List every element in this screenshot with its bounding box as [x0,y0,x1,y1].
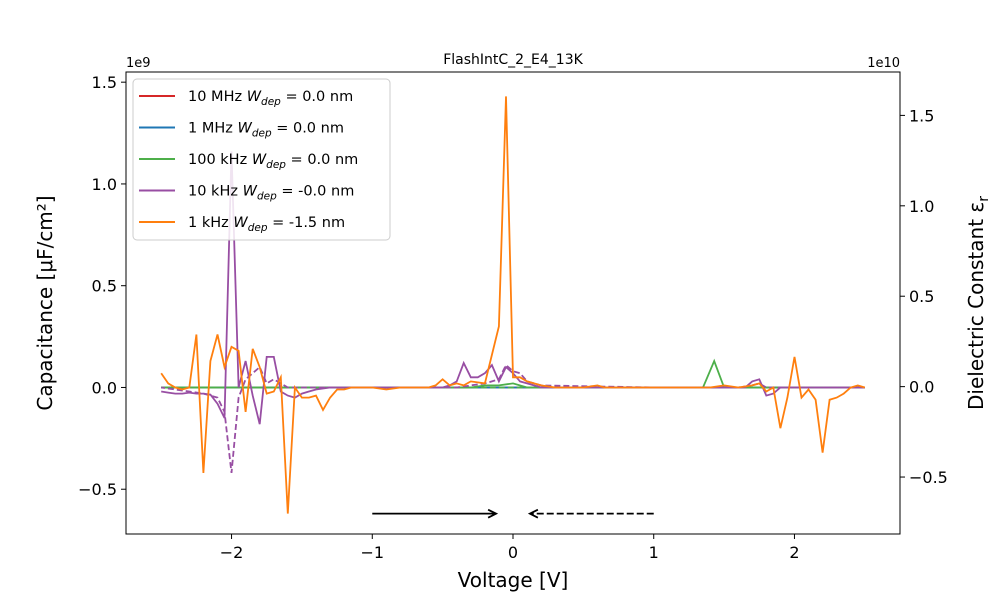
legend-prefix: 10 MHz [188,89,247,105]
left-y-tick-label: 0.0 [92,378,117,397]
left-y-tick-label: 0.5 [92,277,117,296]
left-y-axis-label: Capacitance [μF/cm²] [33,195,57,410]
right-y-tick-label: 0.0 [909,378,934,397]
legend-suffix: = 0.0 nm [272,121,344,137]
series-line-4 [160,96,866,514]
legend-wdep-sub: dep [261,96,281,108]
x-tick-label: −2 [220,543,244,562]
left-y-tick-label: 1.5 [92,73,117,92]
legend-suffix: = 0.0 nm [286,152,358,168]
legend-wdep-sub: dep [252,128,272,140]
x-tick-label: 2 [789,543,799,562]
left-y-tick-label: 1.0 [92,175,117,194]
sweep-arrow-head-solid [487,508,499,519]
right-y-tick-label: 0.5 [909,287,934,306]
legend-entry-label: 100 kHz Wdep = 0.0 nm [188,152,358,171]
chart-title: FlashIntC_2_E4_13K [443,52,583,68]
x-tick-label: −1 [360,543,384,562]
legend-wdep-sub: dep [266,159,286,171]
legend-box [132,78,391,241]
legend-entry-label: 10 MHz Wdep = 0.0 nm [188,89,353,108]
x-axis-label: Voltage [V] [458,568,569,592]
legend-entry-label: 10 kHz Wdep = -0.0 nm [188,184,354,203]
legend-prefix: 10 kHz [188,184,243,200]
right-y-tick-label: 1.0 [909,197,934,216]
legend-wdep: W [237,121,252,137]
legend-suffix: = -0.0 nm [277,184,355,200]
legend-wdep: W [243,184,258,200]
left-y-tick-label: −0.5 [78,480,117,499]
legend-suffix: = -1.5 nm [268,215,346,231]
legend-entry-label: 1 kHz Wdep = -1.5 nm [188,215,345,234]
legend-wdep: W [233,215,248,231]
legend-wdep: W [247,89,262,105]
legend-wdep: W [252,152,267,168]
sweep-arrows [372,508,654,519]
legend-prefix: 1 MHz [188,121,237,137]
legend-suffix: = 0.0 nm [281,89,353,105]
right-axis-offset: 1e10 [867,56,900,71]
right-y-tick-label: 1.5 [909,106,934,125]
left-axis-offset: 1e9 [126,56,151,71]
tick-layer: −2 −1 0 1 2 −0.5 0.0 0.5 1.0 1.5 −0.5 0.0 0.5 1.0 1.5 [78,73,948,562]
legend-prefix: 1 kHz [188,215,233,231]
x-tick-label: 1 [649,543,659,562]
right-y-axis-label-main: Dielectric Constant ε [964,202,988,410]
legend: 10 MHz Wdep = 0.0 nm1 MHz Wdep = 0.0 nm1… [132,78,391,241]
legend-wdep-sub: dep [257,191,277,203]
legend-entry-label: 1 MHz Wdep = 0.0 nm [188,121,344,140]
right-y-axis-label-sub: r [976,196,992,202]
legend-prefix: 100 kHz [188,152,252,168]
series-line-dashed-3 [161,363,865,474]
right-y-tick-label: −0.5 [909,468,948,487]
sweep-arrow-head-dashed [527,508,539,519]
series-layer [160,96,866,514]
series-line-3 [161,151,865,425]
legend-wdep-sub: dep [248,222,268,234]
legend-entries: 10 MHz Wdep = 0.0 nm1 MHz Wdep = 0.0 nm1… [139,89,358,234]
x-tick-label: 0 [508,543,518,562]
right-y-axis-label: Dielectric Constant εr [964,196,992,410]
